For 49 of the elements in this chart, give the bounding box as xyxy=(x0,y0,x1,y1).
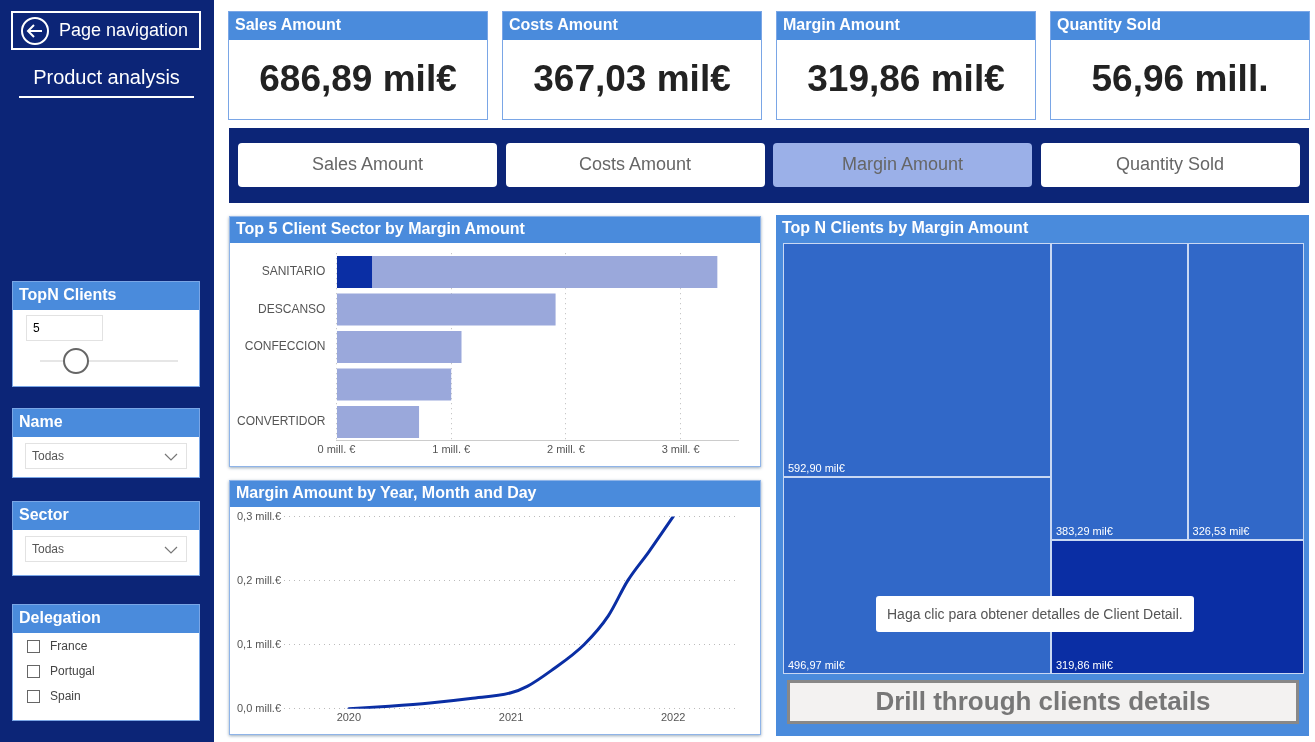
text: 592,90 mil€ xyxy=(788,462,845,475)
y-tick-label: 0,1 mill.€ xyxy=(236,637,282,650)
y-tick-label: CONFECCION xyxy=(244,339,326,354)
text: France xyxy=(50,639,88,653)
x-tick-label: 0 mill. € xyxy=(317,443,356,456)
text: Margin Amount xyxy=(841,154,964,174)
text: 56,96 mill. xyxy=(1091,58,1269,99)
y-tick-label: 0,0 mill.€ xyxy=(236,701,282,714)
text: 319,86 mil€ xyxy=(1055,658,1113,671)
text: Product analysis xyxy=(33,66,180,88)
text: Portugal xyxy=(50,664,95,678)
text: Top N Clients by Margin Amount xyxy=(782,219,1029,236)
category-label: Quantity Sold xyxy=(1057,16,1161,33)
text: 496,97 mil€ xyxy=(788,658,845,671)
text: TopN Clients xyxy=(19,286,117,303)
text: Sector xyxy=(19,506,69,523)
chart-title: Top 5 Client Sector by Margin Amount xyxy=(236,220,525,237)
y-tick-label: SANITARIO xyxy=(261,264,326,279)
y-tick-label: DESCANSO xyxy=(258,301,326,316)
text: Todas xyxy=(32,542,65,556)
text: 326,53 mil€ xyxy=(1192,525,1250,538)
x-tick-label: 2021 xyxy=(498,711,524,724)
category-label: Costs Amount xyxy=(509,16,618,33)
text: Delegation xyxy=(19,609,101,626)
x-tick-label: 3 mill. € xyxy=(661,443,700,456)
x-tick-label: 2 mill. € xyxy=(546,443,585,456)
y-tick-label: 0,2 mill.€ xyxy=(236,573,282,586)
x-tick-label: 1 mill. € xyxy=(432,443,471,456)
text: 5 xyxy=(33,321,40,335)
text: Page navigation xyxy=(59,20,189,40)
x-tick-label: 2022 xyxy=(660,711,686,724)
text: 319,86 mil€ xyxy=(807,58,1005,99)
category-label: Margin Amount xyxy=(783,16,900,33)
text: 383,29 mil€ xyxy=(1055,525,1113,538)
text: Drill through clients details xyxy=(875,686,1211,716)
y-tick-label: 0,3 mill.€ xyxy=(236,509,282,522)
text: 367,03 mil€ xyxy=(533,58,731,99)
text: Todas xyxy=(32,449,65,463)
text: Quantity Sold xyxy=(1115,154,1225,174)
text: Costs Amount xyxy=(578,154,692,174)
y-tick-label: CONVERTIDOR xyxy=(237,414,326,429)
x-tick-label: 2020 xyxy=(336,711,362,724)
text: Name xyxy=(19,413,63,430)
category-label: Sales Amount xyxy=(235,16,342,33)
text: Haga clic para obtener detalles de Client Detail. xyxy=(887,606,1183,622)
text: Spain xyxy=(50,689,81,703)
text: Sales Amount xyxy=(311,154,424,174)
chart-title: Margin Amount by Year, Month and Day xyxy=(236,484,537,501)
text: 686,89 mil€ xyxy=(259,58,457,99)
